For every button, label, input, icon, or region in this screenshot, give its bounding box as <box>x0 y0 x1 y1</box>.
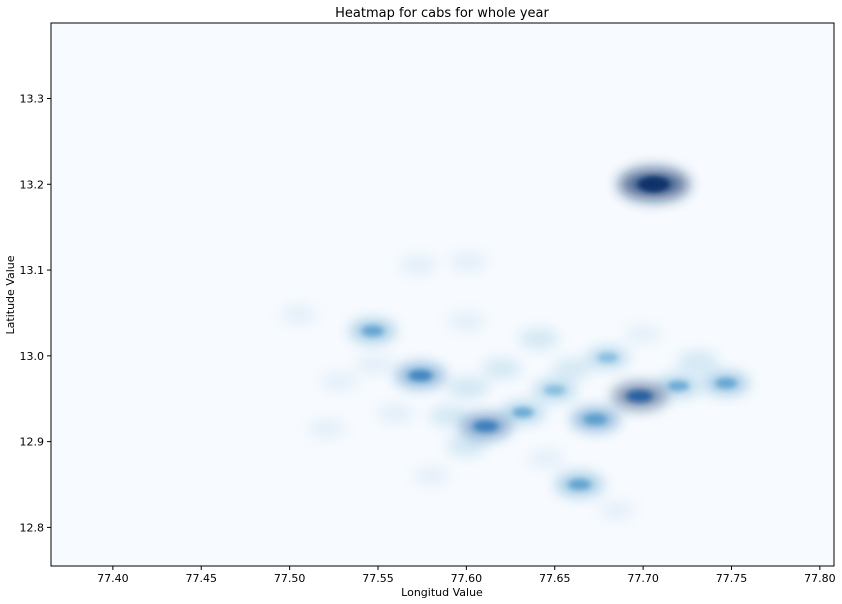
y-tick-label: 12.9 <box>20 436 45 449</box>
density-hotspot <box>532 379 577 402</box>
y-tick-label: 13.1 <box>20 264 45 277</box>
density-hotspot <box>481 358 522 380</box>
density-hotspot <box>354 354 395 375</box>
density-hotspot <box>446 435 487 457</box>
density-hotspot <box>526 448 565 469</box>
density-hotspot <box>428 405 469 427</box>
density-hotspot <box>676 351 719 373</box>
density-hotspot <box>448 251 488 272</box>
density-hotspot <box>460 413 512 439</box>
density-hotspot <box>612 382 667 410</box>
density-layer <box>279 168 749 521</box>
y-tick-label: 12.8 <box>20 521 45 534</box>
density-hotspot <box>412 466 450 486</box>
x-tick-label: 77.50 <box>274 572 306 585</box>
density-hotspot <box>376 403 416 424</box>
x-tick-label: 77.40 <box>97 572 129 585</box>
y-axis-title: Latitude Value <box>4 255 17 334</box>
density-hotspot <box>571 407 620 432</box>
x-axis-title: Longitud Value <box>401 586 483 599</box>
x-tick-label: 77.60 <box>451 572 483 585</box>
y-tick-label: 13.2 <box>20 178 45 191</box>
plot-frame <box>50 22 835 567</box>
density-hotspot <box>555 472 604 497</box>
chart-title: Heatmap for cabs for whole year <box>335 6 549 21</box>
density-hotspot <box>598 500 636 521</box>
density-hotspot <box>618 168 689 201</box>
x-tick-label: 77.65 <box>539 572 571 585</box>
x-tick-label: 77.70 <box>627 572 659 585</box>
density-hotspot <box>447 376 490 399</box>
density-hotspot <box>349 319 396 343</box>
y-tick-label: 13.3 <box>20 92 45 105</box>
density-hotspot <box>518 328 560 350</box>
density-hotspot <box>552 358 593 380</box>
density-hotspot <box>399 254 439 276</box>
density-hotspot <box>307 418 346 439</box>
x-tick-label: 77.80 <box>804 572 836 585</box>
plot-background <box>51 23 834 566</box>
density-hotspot <box>279 304 318 325</box>
x-tick-label: 77.75 <box>716 572 748 585</box>
y-tick-label: 13.0 <box>20 350 45 363</box>
x-tick-label: 77.45 <box>185 572 217 585</box>
density-hotspot <box>656 374 701 398</box>
y-axis-ticks: 12.8 12.9 13.0 13.1 13.2 13.3 <box>20 92 51 534</box>
density-hotspot <box>447 311 486 332</box>
density-hotspot <box>320 371 359 392</box>
x-axis-ticks: 77.40 77.45 77.50 77.55 77.60 77.65 77.70 77.75… <box>97 566 836 585</box>
density-hotspot <box>395 363 446 388</box>
density-hotspot <box>703 371 749 395</box>
x-tick-label: 77.55 <box>362 572 394 585</box>
density-hotspot <box>586 346 630 369</box>
density-hotspot <box>624 324 662 345</box>
density-hotspot <box>500 401 546 424</box>
